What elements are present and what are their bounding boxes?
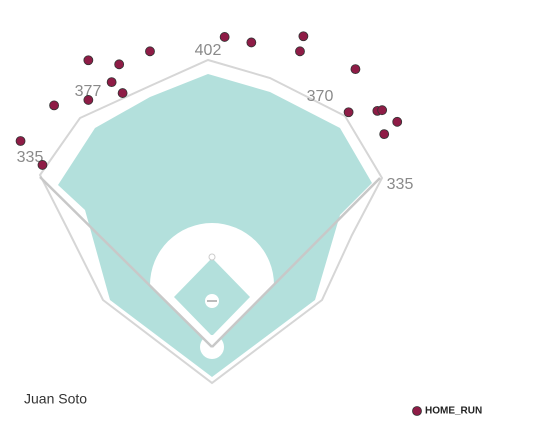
home-run-point: [83, 55, 94, 66]
home-run-point: [295, 46, 305, 57]
home-run-point: [379, 129, 390, 140]
field: [38, 58, 384, 385]
home-run-point: [117, 88, 128, 98]
home-run-point: [246, 37, 257, 48]
home-run-point: [219, 32, 230, 42]
legend: HOME_RUN: [412, 406, 482, 417]
home-run-point: [392, 116, 403, 127]
legend-label: HOME_RUN: [425, 406, 482, 417]
distance-label: 335: [17, 149, 44, 166]
home-run-point: [350, 64, 361, 75]
distance-label: 402: [195, 42, 222, 59]
home-run-point: [49, 100, 60, 111]
home-run-point: [145, 46, 155, 57]
foul-line: [39, 176, 213, 348]
home-run-point: [114, 59, 125, 70]
home-run-point: [298, 31, 309, 42]
distance-label: 377: [75, 83, 102, 100]
home-run-point: [106, 77, 117, 88]
home-run-point: [343, 107, 354, 118]
distance-label: 335: [387, 176, 414, 193]
second-base: [208, 253, 216, 261]
home-run-point: [15, 136, 26, 146]
player-name: Juan Soto: [24, 391, 87, 407]
legend-marker: [412, 406, 422, 416]
points: [15, 31, 403, 170]
home-run-point: [37, 160, 48, 170]
home-run-point: [377, 105, 388, 116]
home-run-point: [83, 95, 94, 105]
distance-label: 370: [307, 88, 334, 105]
foul-line: [211, 177, 381, 348]
rubber: [207, 300, 217, 302]
